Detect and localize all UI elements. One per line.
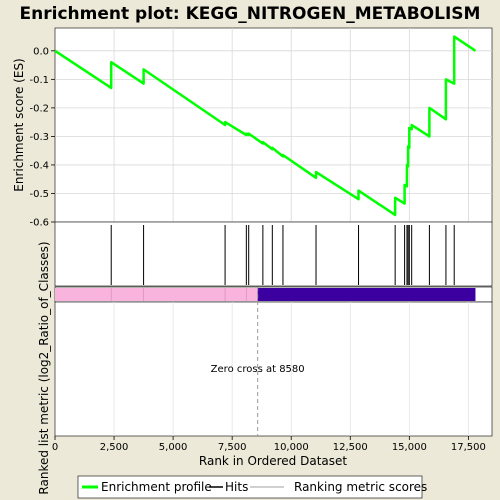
x-tick-label: 2,500 — [100, 442, 129, 453]
hits-rug — [110, 225, 455, 285]
es-y-axis: 0.0 -0.1 -0.2 -0.3 -0.4 -0.5 -0.6 — [29, 46, 55, 229]
chart-title: Enrichment plot: KEGG_NITROGEN_METABOLIS… — [20, 4, 481, 24]
zero-cross-label: Zero cross at 8580 — [211, 364, 305, 375]
es-y-tick-label: -0.2 — [29, 103, 49, 114]
es-y-tick-label: 0.0 — [33, 46, 49, 57]
x-tick-label: 0 — [52, 442, 58, 453]
x-axis-label: Rank in Ordered Dataset — [199, 454, 347, 468]
legend-metric-label: Ranking metric scores — [294, 480, 427, 494]
colorbar-positive — [55, 288, 258, 301]
x-tick-label: 12,500 — [333, 442, 368, 453]
x-tick-label: 17,500 — [451, 442, 486, 453]
hits-panel — [54, 221, 493, 287]
legend-enrichment-label: Enrichment profile — [101, 480, 212, 494]
ranked-list-colorbar — [54, 286, 493, 303]
legend-hits-label: Hits — [225, 480, 248, 494]
es-panel — [54, 27, 493, 223]
metric-panel — [54, 301, 493, 437]
es-grid — [55, 28, 492, 223]
metric-y-axis-label: Ranked list metric (log2_Ratio_of_Classe… — [37, 241, 51, 494]
metric-grid — [113, 302, 469, 436]
x-tick-label: 10,000 — [274, 442, 309, 453]
x-axis: 0 2,500 5,000 7,500 10,000 12,500 15,000 17,500 — [52, 436, 486, 453]
es-y-tick-label: -0.5 — [29, 189, 49, 200]
es-y-axis-label: Enrichment score (ES) — [12, 58, 26, 191]
es-y-tick-label: -0.4 — [29, 160, 49, 171]
x-tick-label: 5,000 — [159, 442, 188, 453]
es-y-tick-label: -0.6 — [29, 218, 49, 229]
enrichment-profile-line — [54, 35, 477, 217]
es-y-tick-label: -0.1 — [29, 75, 49, 86]
es-y-tick-label: -0.3 — [29, 132, 49, 143]
colorbar-negative — [257, 288, 476, 301]
x-tick-label: 15,000 — [392, 442, 427, 453]
x-tick-label: 7,500 — [218, 442, 247, 453]
